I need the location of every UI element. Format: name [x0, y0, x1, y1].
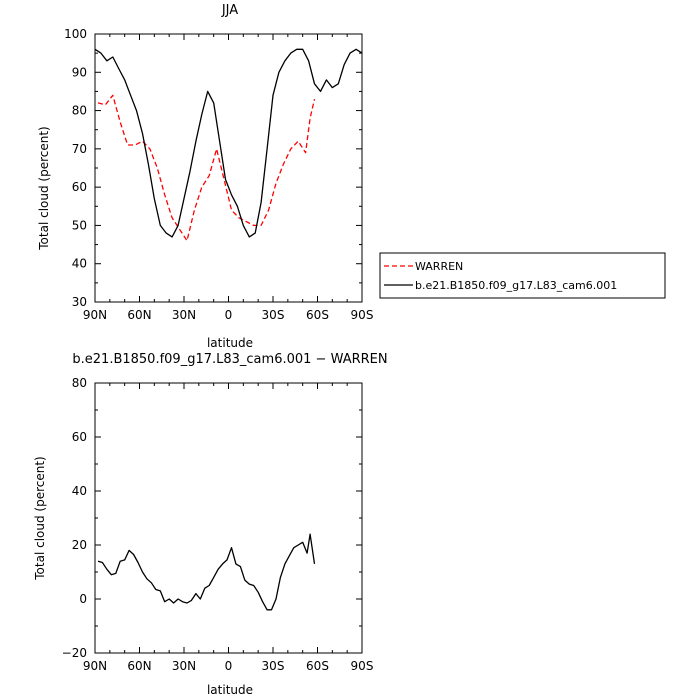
y-tick-label: 40 [72, 257, 87, 271]
x-tick-label: 30S [262, 659, 285, 673]
y-tick-label: 80 [72, 376, 87, 390]
bottom-panel-title: b.e21.B1850.f09_g17.L83_cam6.001 − WARRE… [72, 352, 387, 367]
x-tick-label: 60N [127, 659, 151, 673]
series-line-0 [97, 94, 316, 242]
y-tick-label: 60 [72, 430, 87, 444]
y-tick-label: 80 [72, 104, 87, 118]
bottom-panel-ylabel: Total cloud (percent) [33, 456, 47, 580]
x-tick-label: 60N [127, 308, 151, 322]
y-tick-label: 40 [72, 484, 87, 498]
y-tick-label: 50 [72, 218, 87, 232]
legend-box [379, 252, 666, 299]
x-tick-label: 90S [351, 308, 374, 322]
y-tick-label: 90 [72, 65, 87, 79]
plot-frame [94, 382, 363, 654]
x-tick-label: 30N [172, 659, 196, 673]
x-tick-label: 90N [83, 659, 107, 673]
series-line-0 [97, 533, 316, 611]
y-tick-label: 70 [72, 142, 87, 156]
y-tick-label: −20 [62, 646, 87, 660]
y-tick-label: 20 [72, 538, 87, 552]
y-tick-label: 30 [72, 295, 87, 309]
bottom-panel-xlabel: latitude [207, 683, 253, 697]
plot-frame [94, 33, 363, 303]
x-tick-label: 30S [262, 308, 285, 322]
series-line-1 [94, 48, 363, 238]
y-tick-label: 60 [72, 180, 87, 194]
legend-label-warren: WARREN [415, 260, 463, 273]
x-tick-label: 90N [83, 308, 107, 322]
y-tick-label: 100 [64, 27, 87, 41]
x-tick-label: 90S [351, 659, 374, 673]
x-tick-label: 30N [172, 308, 196, 322]
top-panel-title: JJA [221, 3, 238, 18]
legend-label-model: b.e21.B1850.f09_g17.L83_cam6.001 [415, 279, 617, 292]
top-panel-ylabel: Total cloud (percent) [37, 126, 51, 250]
x-tick-label: 60S [306, 308, 329, 322]
y-tick-label: 0 [79, 592, 87, 606]
x-tick-label: 60S [306, 659, 329, 673]
top-panel: JJA Total cloud (percent) latitude 90N 60… [37, 3, 373, 350]
top-panel-xlabel: latitude [207, 336, 253, 350]
legend: WARREN b.e21.B1850.f09_g17.L83_cam6.001 [379, 252, 666, 299]
x-tick-label: 0 [225, 308, 233, 322]
x-tick-label: 0 [225, 659, 233, 673]
bottom-panel: b.e21.B1850.f09_g17.L83_cam6.001 − WARRE… [33, 352, 388, 697]
